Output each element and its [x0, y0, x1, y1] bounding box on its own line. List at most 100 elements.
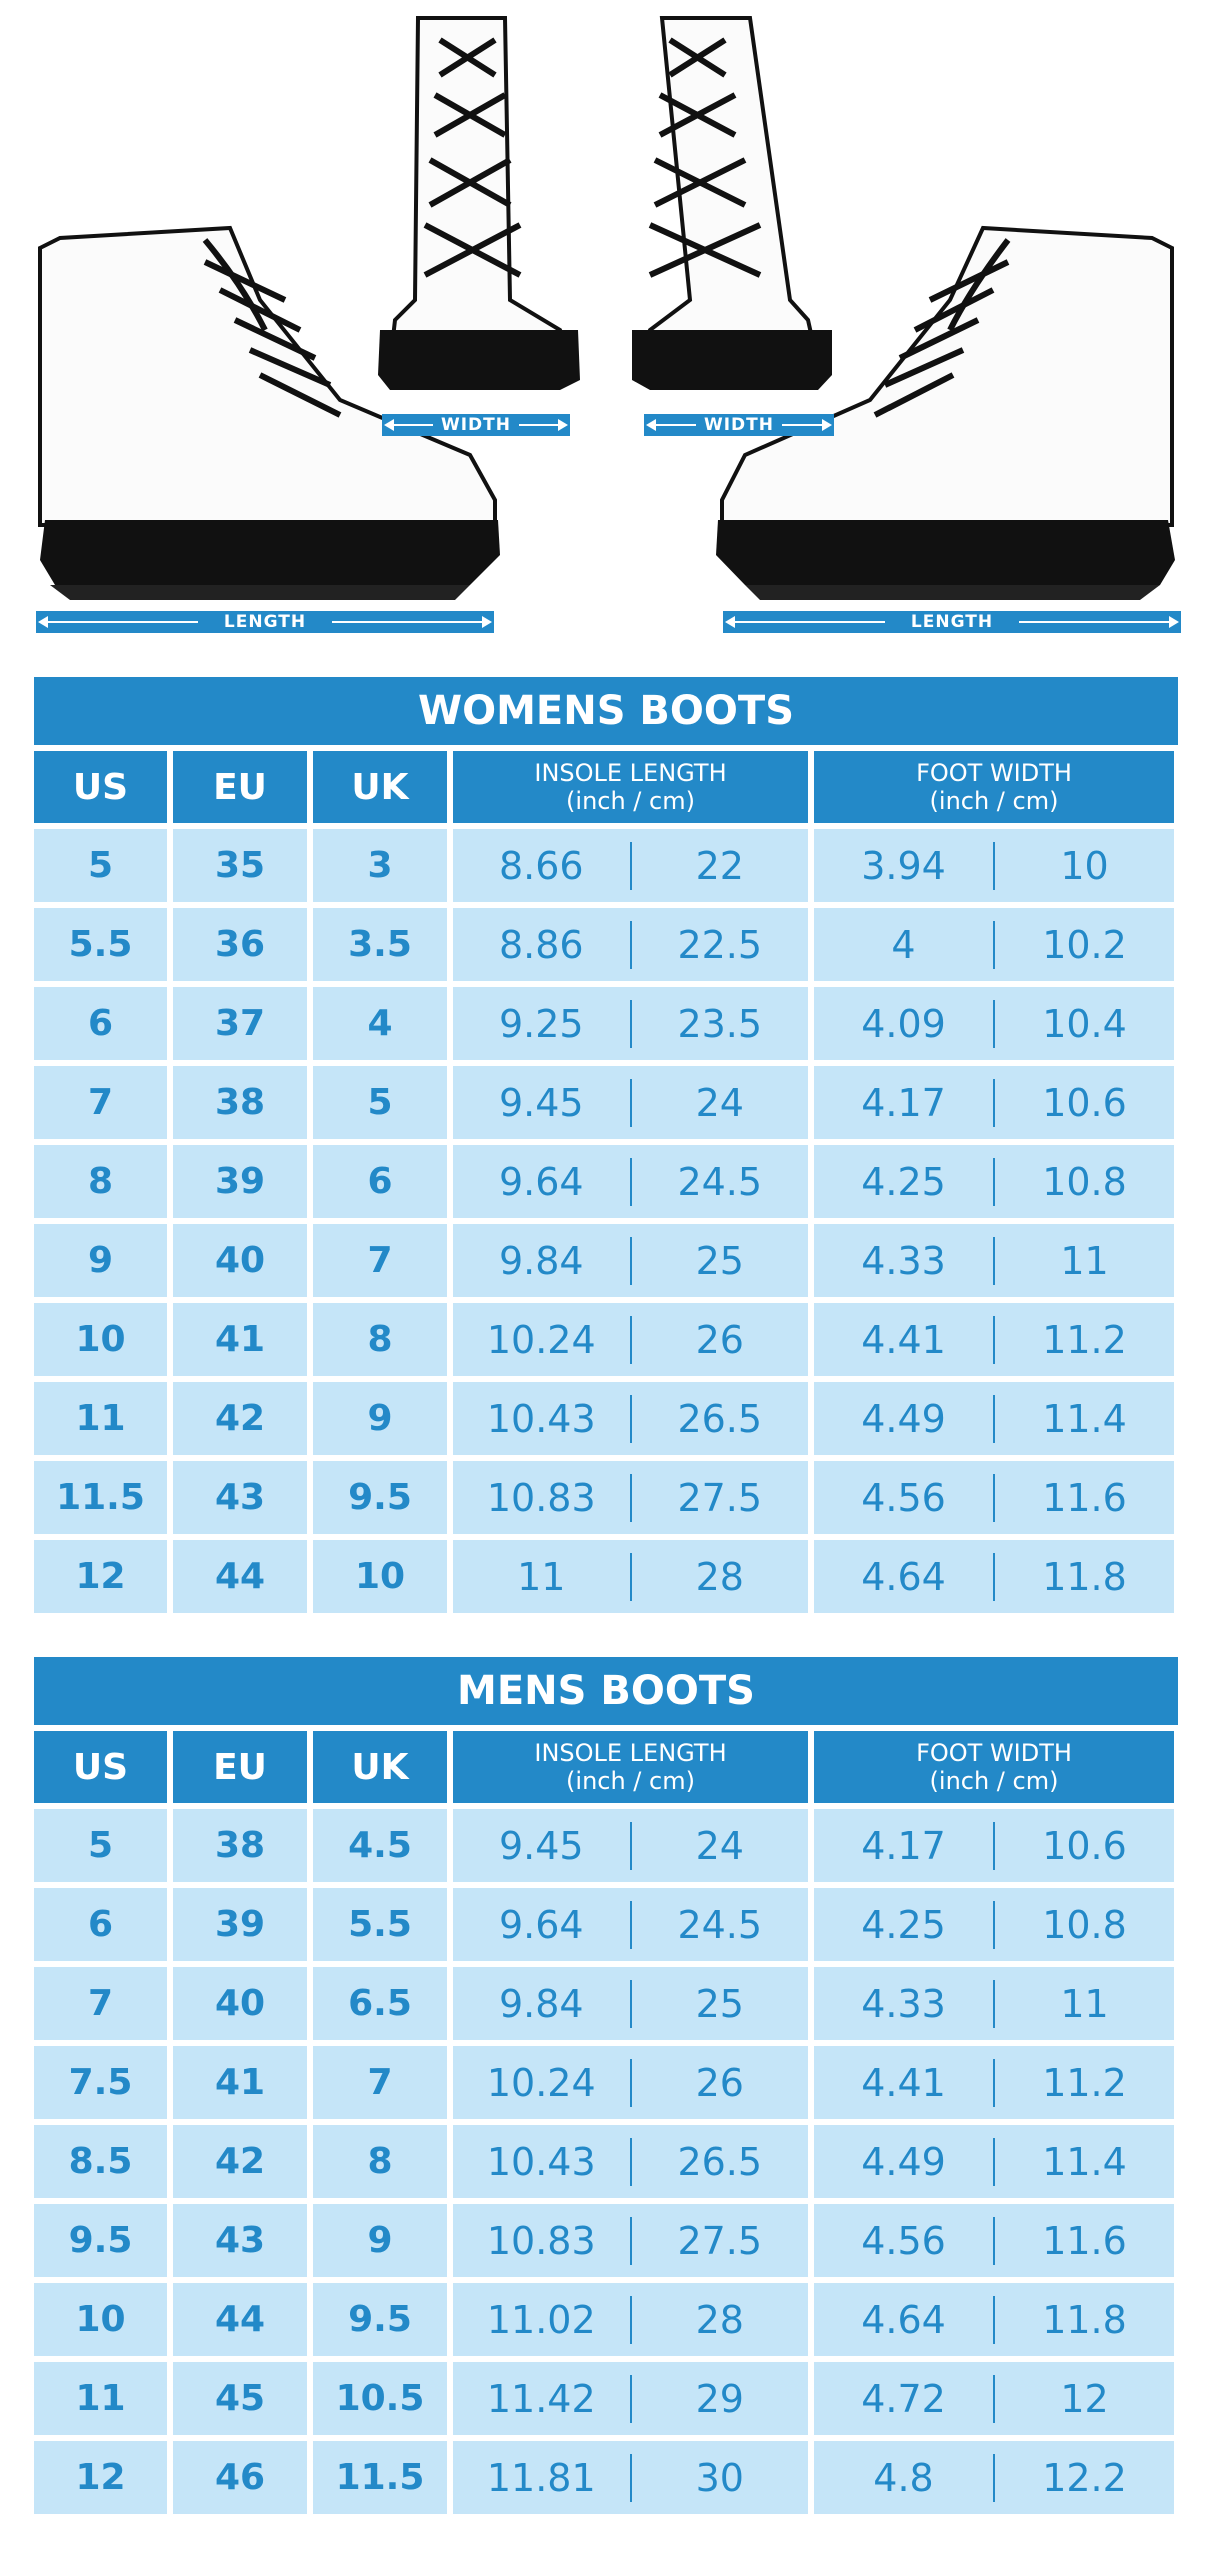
column-divider [993, 1315, 995, 1364]
header-uk: UK [313, 751, 447, 823]
table-row: 8 39 6 9.64 24.5 4.25 10.8 [34, 1145, 1178, 1218]
column-divider [993, 920, 995, 969]
column-divider [629, 2058, 632, 2107]
boot-front-right-image [631, 16, 832, 390]
insole-length-cell: 10.83 27.5 [453, 2204, 808, 2277]
insole-length-cell-inch: 11 [517, 1554, 566, 1599]
column-divider [629, 1157, 632, 1206]
us-size-cell: 8.5 [34, 2125, 167, 2198]
foot-width-cell-inch: 4.17 [861, 1080, 946, 1125]
insole-length-cell: 9.84 25 [453, 1224, 808, 1297]
table-row: 7 38 5 9.45 24 4.17 10.6 [34, 1066, 1178, 1139]
column-divider [629, 1236, 632, 1285]
foot-width-cell-cm: 10.8 [1042, 1159, 1127, 1204]
foot-width-cell-cm: 11 [1060, 1981, 1109, 2026]
boot-illustrations [38, 16, 1175, 600]
table-row: 5.5 36 3.5 8.86 22.5 4 10.2 [34, 908, 1178, 981]
column-divider [993, 1900, 995, 1949]
eu-size-cell: 35 [173, 829, 307, 902]
eu-size-cell: 41 [173, 1303, 307, 1376]
uk-size-cell: 9.5 [313, 1461, 447, 1534]
insole-length-cell: 9.64 24.5 [453, 1145, 808, 1218]
uk-size-cell: 5.5 [313, 1888, 447, 1961]
insole-length-cell-inch: 10.24 [486, 2060, 596, 2105]
eu-size-cell: 37 [173, 987, 307, 1060]
foot-width-cell-cm: 11 [1060, 1238, 1109, 1283]
us-size-cell: 6 [34, 1888, 167, 1961]
table-row: 10 44 9.5 11.02 28 4.64 11.8 [34, 2283, 1178, 2356]
header-eu: EU [173, 751, 307, 823]
length-label: LENGTH [215, 612, 315, 632]
insole-length-cell-cm: 22 [695, 843, 744, 888]
eu-size-cell: 36 [173, 908, 307, 981]
us-size-cell: 9.5 [34, 2204, 167, 2277]
foot-width-cell-inch: 4 [891, 922, 916, 967]
us-size-cell: 10 [34, 1303, 167, 1376]
column-divider [629, 2137, 632, 2186]
insole-length-cell: 9.25 23.5 [453, 987, 808, 1060]
insole-length-cell-cm: 25 [695, 1981, 744, 2026]
foot-width-cell-cm: 11.8 [1042, 2297, 1127, 2342]
us-size-cell: 7 [34, 1066, 167, 1139]
width-indicator-left: WIDTH [382, 414, 570, 436]
table-row: 5 35 3 8.66 22 3.94 10 [34, 829, 1178, 902]
foot-width-cell: 4.64 11.8 [814, 2283, 1174, 2356]
foot-width-cell: 4.41 11.2 [814, 2046, 1174, 2119]
boot-front-left-image [378, 16, 580, 390]
us-size-cell: 12 [34, 2441, 167, 2514]
table-title: MENS BOOTS [34, 1657, 1178, 1725]
foot-width-cell-inch: 4.49 [861, 1396, 946, 1441]
us-size-cell: 5 [34, 1809, 167, 1882]
uk-size-cell: 6 [313, 1145, 447, 1218]
insole-length-cell: 11.02 28 [453, 2283, 808, 2356]
column-divider [629, 920, 632, 969]
us-size-cell: 5.5 [34, 908, 167, 981]
us-size-cell: 11.5 [34, 1461, 167, 1534]
eu-size-cell: 42 [173, 1382, 307, 1455]
table-header-row: US EU UK INSOLE LENGTH (inch / cm) FOOT … [34, 751, 1178, 823]
insole-length-cell-cm: 24 [695, 1823, 744, 1868]
foot-width-cell-cm: 11.8 [1042, 1554, 1127, 1599]
header-foot-label: FOOT WIDTH [916, 759, 1072, 787]
foot-width-cell: 3.94 10 [814, 829, 1174, 902]
foot-width-cell: 4.25 10.8 [814, 1888, 1174, 1961]
column-divider [629, 1979, 632, 2028]
uk-size-cell: 3.5 [313, 908, 447, 981]
foot-width-cell: 4.17 10.6 [814, 1809, 1174, 1882]
insole-length-cell-inch: 9.45 [498, 1823, 584, 1868]
column-divider [629, 1394, 632, 1443]
insole-length-cell-inch: 10.43 [486, 1396, 596, 1441]
header-insole-unit: (inch / cm) [566, 787, 695, 815]
insole-length-cell: 10.24 26 [453, 2046, 808, 2119]
length-indicator-left: LENGTH [36, 611, 494, 633]
column-divider [629, 1821, 632, 1870]
foot-width-cell-inch: 4.56 [861, 1475, 946, 1520]
table-row: 5 38 4.5 9.45 24 4.17 10.6 [34, 1809, 1178, 1882]
insole-length-cell-cm: 30 [695, 2455, 744, 2500]
insole-length-cell-inch: 9.84 [498, 1238, 584, 1283]
column-divider [629, 841, 632, 890]
foot-width-cell-cm: 11.2 [1042, 2060, 1127, 2105]
us-size-cell: 6 [34, 987, 167, 1060]
column-divider [993, 999, 995, 1048]
column-divider [993, 1157, 995, 1206]
insole-length-cell-inch: 9.84 [498, 1981, 584, 2026]
column-divider [629, 1552, 632, 1601]
foot-width-cell-inch: 4.33 [861, 1238, 946, 1283]
insole-length-cell-inch: 11.02 [486, 2297, 596, 2342]
us-size-cell: 7 [34, 1967, 167, 2040]
insole-length-cell-cm: 24.5 [677, 1159, 763, 1204]
us-size-cell: 11 [34, 2362, 167, 2435]
column-divider [629, 1900, 632, 1949]
eu-size-cell: 44 [173, 1540, 307, 1613]
foot-width-cell-inch: 4.64 [861, 2297, 946, 2342]
table-row: 10 41 8 10.24 26 4.41 11.2 [34, 1303, 1178, 1376]
foot-width-cell-inch: 4.49 [861, 2139, 946, 2184]
header-uk: UK [313, 1731, 447, 1803]
length-label: LENGTH [902, 612, 1002, 632]
table-row: 7.5 41 7 10.24 26 4.41 11.2 [34, 2046, 1178, 2119]
insole-length-cell-cm: 27.5 [677, 1475, 763, 1520]
width-label: WIDTH [695, 415, 782, 435]
foot-width-cell: 4.33 11 [814, 1224, 1174, 1297]
foot-width-cell: 4.49 11.4 [814, 1382, 1174, 1455]
